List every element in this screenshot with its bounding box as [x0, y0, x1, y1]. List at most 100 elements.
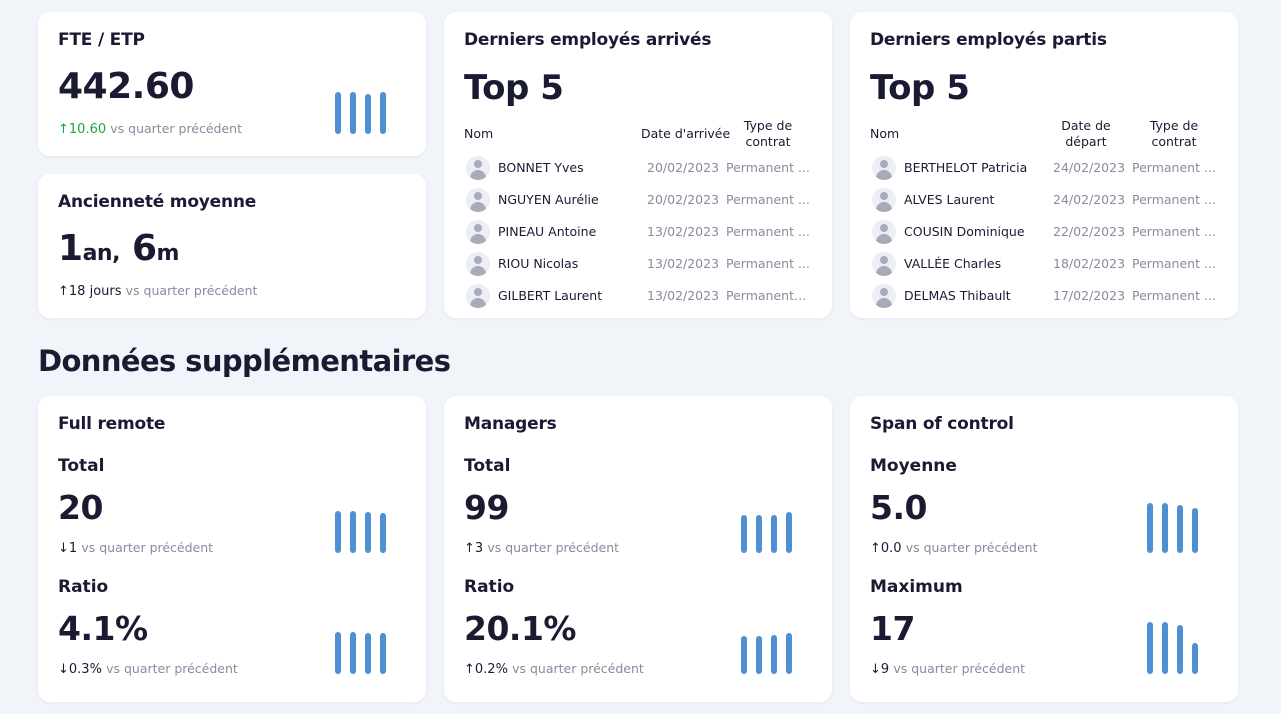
- arrow-down-icon: ↓: [870, 662, 881, 677]
- seniority-delta-vs: vs quarter précédent: [125, 283, 258, 298]
- employee-contract-type: Permanent ...: [1132, 224, 1216, 239]
- list-item[interactable]: GILBERT Laurent 13/02/2023 Permanent c...: [464, 282, 812, 310]
- employee-date: 13/02/2023: [647, 256, 720, 271]
- arrow-up-icon: ↑: [870, 541, 881, 556]
- span-avg: 5.0: [870, 488, 927, 527]
- employee-contract-type: Permanent ...: [726, 192, 810, 207]
- arrivals-col-date[interactable]: Date d'arrivée: [641, 126, 731, 141]
- list-item[interactable]: NGUYEN Aurélie 20/02/2023 Permanent ...: [464, 186, 812, 214]
- span-avg-label: Moyenne: [870, 456, 957, 476]
- managers-ratio-delta-value: 0.2%: [474, 662, 508, 677]
- sparkline-bar: [756, 515, 762, 553]
- sparkline-bar: [350, 511, 356, 553]
- list-item[interactable]: BONNET Yves 20/02/2023 Permanent ...: [464, 154, 812, 182]
- managers-ratio-sparkline: [741, 632, 792, 674]
- employee-date: 22/02/2023: [1053, 224, 1126, 239]
- employee-contract-type: Permanent ...: [726, 256, 810, 271]
- sparkline-bar: [380, 92, 386, 134]
- arrivals-top: Top 5: [464, 68, 564, 108]
- sparkline-bar: [335, 632, 341, 674]
- span-max-delta-value: 9: [880, 662, 890, 677]
- full-remote-ratio-sparkline: [335, 632, 386, 674]
- sparkline-bar: [380, 633, 386, 674]
- fte-delta-vs: vs quarter précédent: [110, 121, 243, 136]
- sparkline-bar: [786, 512, 792, 553]
- departures-title: Derniers employés partis: [870, 30, 1107, 50]
- avatar-icon: [872, 188, 896, 212]
- seniority-title: Ancienneté moyenne: [58, 192, 257, 212]
- employee-name: NGUYEN Aurélie: [498, 192, 599, 207]
- employee-contract-type: Permanent ...: [726, 224, 810, 239]
- managers-total-vs: vs quarter précédent: [487, 540, 620, 555]
- arrivals-col-name[interactable]: Nom: [464, 126, 494, 141]
- employee-name: DELMAS Thibault: [904, 288, 1011, 303]
- seniority-delta-unit: jours: [89, 284, 122, 299]
- list-item[interactable]: DELMAS Thibault 17/02/2023 Permanent ...: [870, 282, 1218, 310]
- list-item[interactable]: BERTHELOT Patricia 24/02/2023 Permanent ..…: [870, 154, 1218, 182]
- span-max: 17: [870, 609, 915, 648]
- avatar-icon: [872, 252, 896, 276]
- departures-col-date[interactable]: Date de départ: [1060, 118, 1112, 150]
- seniority-years-unit: an,: [82, 241, 121, 266]
- employee-date: 24/02/2023: [1053, 192, 1126, 207]
- employee-contract-type: Permanent ...: [1132, 256, 1216, 271]
- departures-col-type-l2: contrat: [1151, 134, 1197, 149]
- arrivals-col-type-l2: contrat: [745, 134, 791, 149]
- departures-col-type-l1: Type de: [1149, 118, 1199, 133]
- arrivals-card: Derniers employés arrivés Top 5 Nom Date…: [444, 12, 832, 318]
- fte-sparkline: [335, 90, 386, 134]
- arrivals-col-type-l1: Type de: [743, 118, 793, 133]
- departures-col-name[interactable]: Nom: [870, 126, 900, 141]
- full-remote-ratio-delta: ↓0.3% vs quarter précédent: [58, 661, 238, 677]
- managers-total-delta: ↑3 vs quarter précédent: [464, 540, 619, 556]
- employee-contract-type: Permanent ...: [1132, 160, 1216, 175]
- employee-name: PINEAU Antoine: [498, 224, 597, 239]
- avatar-icon: [466, 188, 490, 212]
- span-max-sparkline: [1147, 622, 1198, 674]
- managers-ratio-label: Ratio: [464, 577, 515, 597]
- avatar-icon: [466, 284, 490, 308]
- sparkline-bar: [1177, 505, 1183, 553]
- list-item[interactable]: COUSIN Dominique 22/02/2023 Permanent ...: [870, 218, 1218, 246]
- sparkline-bar: [741, 636, 747, 674]
- section-title: Données supplémentaires: [38, 344, 451, 378]
- arrow-down-icon: ↓: [58, 541, 69, 556]
- span-max-delta: ↓9 vs quarter précédent: [870, 661, 1025, 677]
- employee-name: BERTHELOT Patricia: [904, 160, 1028, 175]
- full-remote-ratio-vs: vs quarter précédent: [106, 661, 238, 676]
- list-item[interactable]: ALVES Laurent 24/02/2023 Permanent ...: [870, 186, 1218, 214]
- arrow-down-icon: ↓: [58, 662, 69, 677]
- list-item[interactable]: RIOU Nicolas 13/02/2023 Permanent ...: [464, 250, 812, 278]
- seniority-months-unit: m: [156, 241, 180, 266]
- full-remote-total-sparkline: [335, 511, 386, 553]
- employee-date: 20/02/2023: [647, 192, 720, 207]
- employee-date: 18/02/2023: [1053, 256, 1126, 271]
- sparkline-bar: [350, 632, 356, 674]
- sparkline-bar: [380, 513, 386, 553]
- arrivals-col-type[interactable]: Type de contrat: [742, 118, 794, 150]
- avatar-icon: [872, 220, 896, 244]
- managers-ratio: 20.1%: [464, 609, 577, 648]
- full-remote-total-label: Total: [58, 456, 105, 476]
- seniority-value: 1an, 6m: [58, 228, 179, 269]
- span-avg-vs: vs quarter précédent: [905, 540, 1038, 555]
- departures-col-type[interactable]: Type de contrat: [1148, 118, 1200, 150]
- full-remote-total-delta: ↓1 vs quarter précédent: [58, 540, 213, 556]
- employee-name: VALLÉE Charles: [904, 256, 1002, 271]
- list-item[interactable]: PINEAU Antoine 13/02/2023 Permanent ...: [464, 218, 812, 246]
- seniority-delta: ↑18 jours vs quarter précédent: [58, 283, 257, 299]
- managers-ratio-vs: vs quarter précédent: [512, 661, 644, 676]
- managers-total-label: Total: [464, 456, 511, 476]
- employee-name: RIOU Nicolas: [498, 256, 579, 271]
- employee-contract-type: Permanent c...: [726, 288, 810, 303]
- list-item[interactable]: VALLÉE Charles 18/02/2023 Permanent ...: [870, 250, 1218, 278]
- full-remote-ratio: 4.1%: [58, 609, 148, 648]
- span-card: Span of control Moyenne 5.0 ↑0.0 vs quar…: [850, 396, 1238, 702]
- full-remote-card: Full remote Total 20 ↓1 vs quarter précé…: [38, 396, 426, 702]
- fte-title: FTE / ETP: [58, 30, 145, 50]
- span-avg-delta: ↑0.0 vs quarter précédent: [870, 540, 1037, 556]
- sparkline-bar: [1147, 622, 1153, 674]
- employee-contract-type: Permanent ...: [726, 160, 810, 175]
- departures-card: Derniers employés partis Top 5 Nom Date …: [850, 12, 1238, 318]
- managers-card: Managers Total 99 ↑3 vs quarter précéden…: [444, 396, 832, 702]
